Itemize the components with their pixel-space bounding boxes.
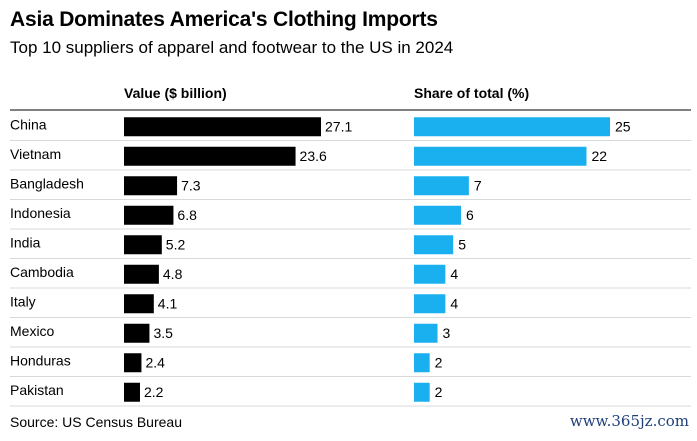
category-label: Vietnam	[10, 146, 61, 162]
value-label: 2.2	[144, 384, 164, 400]
share-bar	[414, 205, 462, 225]
share-bar	[414, 353, 430, 373]
share-label: 7	[474, 177, 482, 193]
chart-title: Asia Dominates America's Clothing Import…	[10, 8, 438, 31]
share-bar	[414, 382, 430, 402]
value-bar	[124, 205, 174, 225]
share-label: 2	[435, 384, 443, 400]
category-label: Pakistan	[10, 382, 64, 398]
share-panel-header: Share of total (%)	[414, 85, 529, 101]
value-label: 5.2	[166, 236, 186, 252]
chart-subtitle: Top 10 suppliers of apparel and footwear…	[10, 38, 454, 57]
value-label: 27.1	[325, 118, 352, 134]
share-bar	[414, 294, 446, 314]
value-label: 7.3	[181, 177, 201, 193]
value-bar	[124, 294, 154, 314]
value-bar	[124, 323, 150, 343]
category-label: China	[10, 116, 47, 132]
share-bar	[414, 323, 438, 343]
value-label: 6.8	[177, 207, 197, 223]
share-bar	[414, 146, 587, 166]
share-label: 22	[591, 148, 607, 164]
category-label: Honduras	[10, 352, 71, 368]
value-bar	[124, 146, 296, 166]
value-label: 4.8	[163, 266, 183, 282]
value-label: 4.1	[158, 295, 178, 311]
share-label: 6	[466, 207, 474, 223]
value-label: 2.4	[145, 354, 165, 370]
value-bar	[124, 235, 162, 255]
share-label: 25	[615, 118, 631, 134]
share-bar	[414, 117, 610, 137]
category-label: India	[10, 234, 41, 250]
share-bar	[414, 176, 469, 196]
value-bar	[124, 117, 321, 137]
share-label: 4	[450, 266, 458, 282]
value-bar	[124, 264, 159, 284]
value-bar	[124, 353, 142, 373]
share-label: 3	[443, 325, 451, 341]
value-bar	[124, 382, 140, 402]
value-label: 23.6	[300, 148, 327, 164]
value-label: 3.5	[153, 325, 173, 341]
share-label: 2	[435, 354, 443, 370]
value-panel-header: Value ($ billion)	[124, 85, 227, 101]
share-label: 5	[458, 236, 466, 252]
value-bar	[124, 176, 178, 196]
category-label: Cambodia	[10, 264, 74, 280]
category-label: Mexico	[10, 323, 55, 339]
category-label: Indonesia	[10, 205, 71, 221]
watermark: www.365jz.com	[569, 412, 689, 430]
share-bar	[414, 264, 446, 284]
category-label: Italy	[10, 293, 36, 309]
share-bar	[414, 235, 454, 255]
category-label: Bangladesh	[10, 175, 84, 191]
share-label: 4	[450, 295, 458, 311]
source-note: Source: US Census Bureau	[10, 414, 182, 430]
